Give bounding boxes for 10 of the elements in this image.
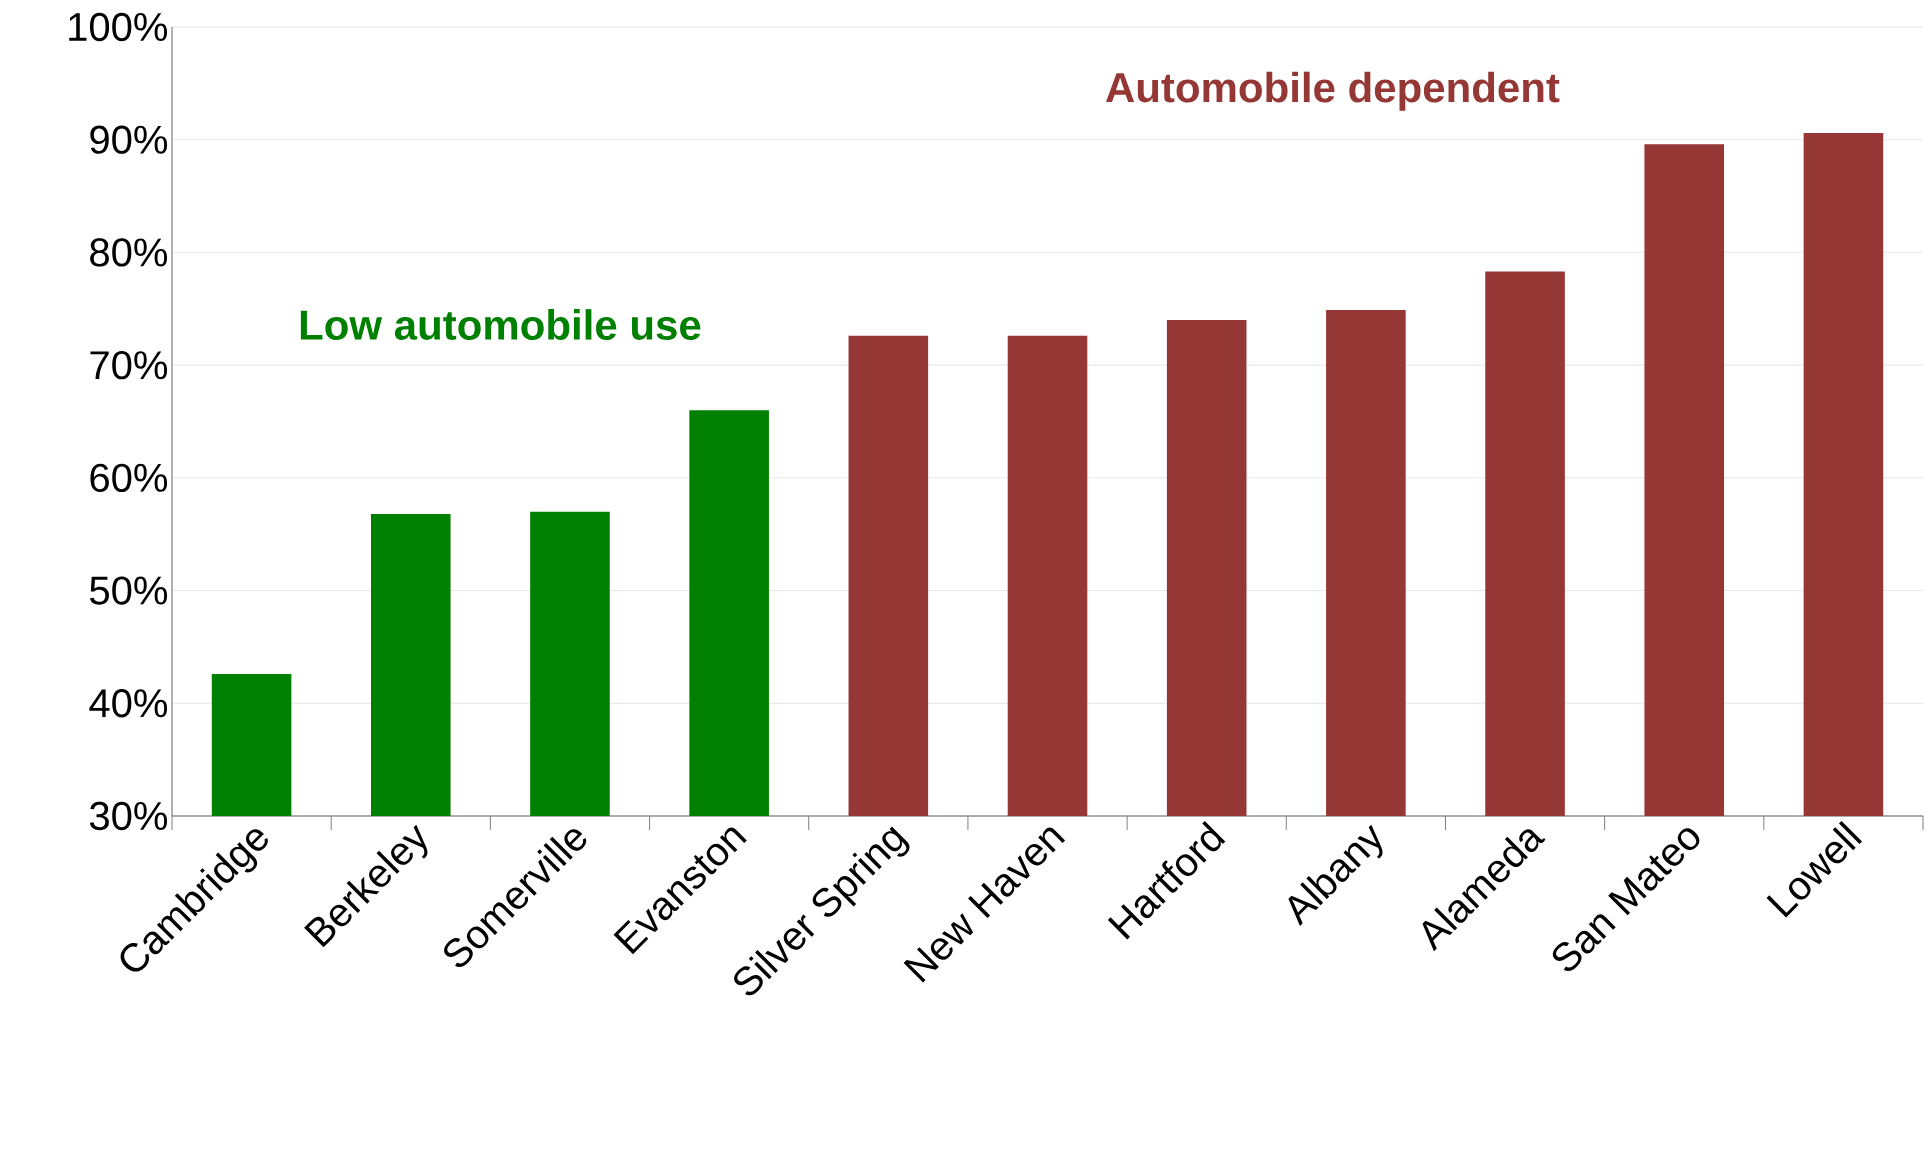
annotation: Low automobile use bbox=[300, 309, 701, 340]
y-tick-label: 80% bbox=[90, 238, 168, 267]
y-tick-label: 40% bbox=[89, 689, 168, 718]
y-tick-label: 100% bbox=[69, 12, 168, 42]
y-tick-label: 70% bbox=[90, 350, 168, 380]
annotation: Automobile dependent bbox=[1106, 71, 1560, 111]
y-tick-label: 60% bbox=[90, 463, 168, 492]
y-tick-label: 30% bbox=[89, 801, 168, 831]
y-tick-label: 90% bbox=[90, 125, 168, 154]
y-tick-label: 50% bbox=[90, 576, 168, 605]
